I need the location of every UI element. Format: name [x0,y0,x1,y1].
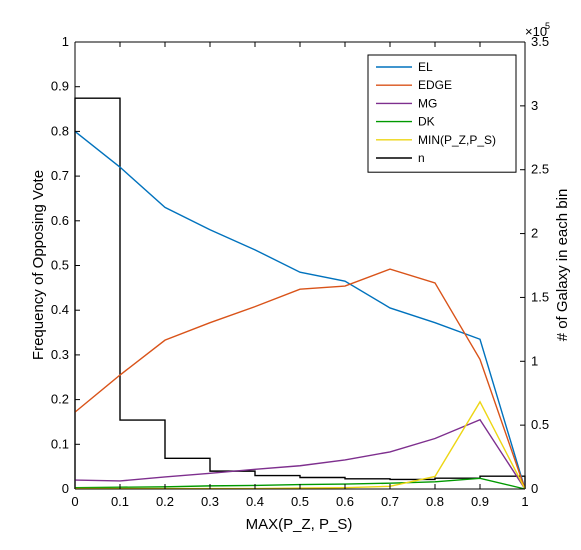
series-line-mg [74,418,526,490]
y-right-tick-label: 3 [531,98,538,113]
y-left-tick-label: 0.8 [51,123,69,138]
y-right-tick-label: 3.5 [531,34,549,49]
legend-label: EDGE [418,78,452,92]
legend-label: DK [418,115,435,129]
x-tick-label: 0.5 [291,494,309,509]
x-axis-title: MAX(P_Z, P_S) [246,516,353,533]
x-tick-label: 0.9 [471,494,489,509]
series-line-el [74,130,526,490]
x-tick-label: 0.2 [156,494,174,509]
legend-label: n [418,151,425,165]
y-right-tick-label: 0 [531,481,538,496]
legend-label: EL [418,60,433,74]
y-left-tick-label: 0.1 [51,436,69,451]
series-line-edge [74,268,526,490]
y-left-tick-label: 1 [62,34,69,49]
series-line-n [74,97,526,489]
x-tick-label: 0.6 [336,494,354,509]
legend-box [367,54,517,173]
x-tick-label: 0.3 [201,494,219,509]
y-left-tick-label: 0.7 [51,168,69,183]
x-tick-label: 0.4 [246,494,264,509]
y-left-tick-label: 0.3 [51,347,69,362]
y-right-tick-label: 2.5 [531,162,549,177]
y-right-axis-title: # of Galaxy in each bin [554,189,571,342]
y-left-tick-label: 0.9 [51,79,69,94]
x-tick-label: 1 [521,494,528,509]
exponent-power: 5 [545,21,550,31]
exponent-base: ×10 [525,24,547,39]
x-tick-label: 0.1 [111,494,129,509]
right-axis-exponent: ×10 5 [525,21,550,39]
x-tick-label: 0 [71,494,78,509]
x-tick-label: 0.7 [381,494,399,509]
axes: 0 0.1 0.2 0.3 0.4 0.5 0.6 0.7 0.8 0.9 100.10.20.30… [51,34,549,509]
y-right-tick-label: 0.5 [531,417,549,432]
y-left-tick-label: 0.4 [51,302,69,317]
y-left-tick-label: 0.6 [51,213,69,228]
legend-label: MIN(P_Z,P_S) [418,133,496,147]
legend-label: MG [418,96,437,110]
y-left-tick-label: 0.5 [51,258,69,273]
x-tick-label: 0.8 [426,494,444,509]
y-left-axis-title: Frequency of Opposing Vote [30,170,47,360]
y-right-tick-label: 1.5 [531,289,549,304]
legend: EL EDGE MG DK MIN(P_Z,P_S)n [367,54,517,173]
y-right-tick-label: 2 [531,226,538,241]
y-left-tick-label: 0 [62,481,69,496]
y-left-tick-label: 0.2 [51,392,69,407]
y-right-tick-label: 1 [531,353,538,368]
